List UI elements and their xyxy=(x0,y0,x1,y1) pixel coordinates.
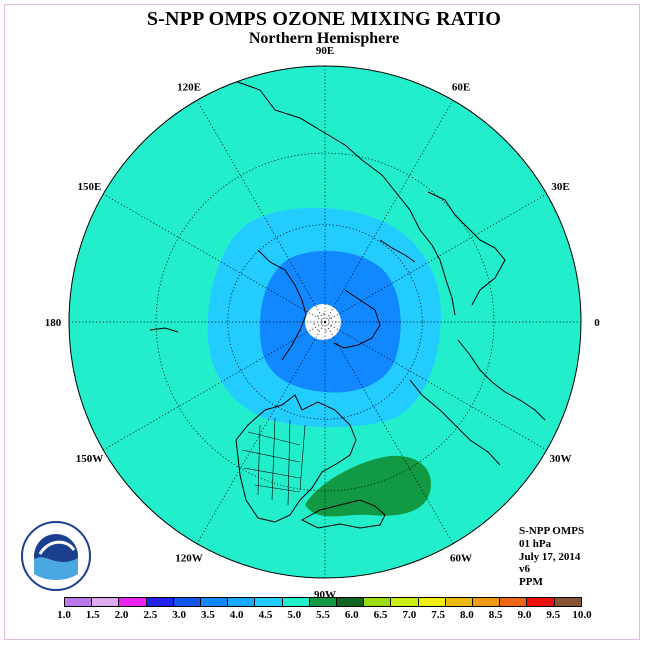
figure-frame xyxy=(4,4,640,640)
map-subtitle: Northern Hemisphere xyxy=(248,30,400,47)
colorbar-tick-label: 8.5 xyxy=(488,609,503,621)
colorbar-segment xyxy=(228,598,256,606)
colorbar-segment xyxy=(445,598,474,606)
colorbar-ticks: 1.0 1.5 2.0 2.5 3.0 3.5 4.0 4.5 5.0 5.5 6.0 6.5 7.0 7… xyxy=(57,609,592,623)
colorbar-tick-label: 3.5 xyxy=(201,609,215,621)
longitude-label: 60E xyxy=(452,81,470,93)
colorbar-tick-label: 8.0 xyxy=(460,609,474,621)
longitude-label: 0 xyxy=(594,317,600,329)
colorbar-segment xyxy=(92,598,120,606)
colorbar-segment xyxy=(337,598,365,606)
colorbar-tick-label: 5.5 xyxy=(316,609,330,621)
colorbar-tick-label: 7.0 xyxy=(402,609,417,621)
info-level: 01 hPa xyxy=(519,537,552,550)
colorbar-tick-label: 9.0 xyxy=(517,609,532,621)
latitude-circle xyxy=(227,224,423,420)
colorbar-segment xyxy=(554,598,581,606)
info-instrument: S-NPP OMPS xyxy=(519,525,585,537)
info-units: PPM xyxy=(519,576,543,589)
colorbar-tick-label: 2.0 xyxy=(114,609,129,621)
info-date: July 17, 2014 xyxy=(519,550,581,563)
colorbar-tick-label: 3.0 xyxy=(172,609,186,621)
coastlines xyxy=(149,79,546,529)
colorbar-tick-label: 5.0 xyxy=(287,609,302,621)
longitude-label: 180 xyxy=(45,317,62,329)
pole-missing-data xyxy=(305,304,341,340)
longitude-label: 150E xyxy=(78,181,102,193)
colorbar-segment xyxy=(391,598,419,606)
colorbar-tick-label: 6.0 xyxy=(344,609,359,621)
info-block: S-NPP OMPS 01 hPa July 17, 2014 v6 PPM xyxy=(519,525,584,589)
colorbar-segment xyxy=(364,598,392,606)
map-title: S-NPP OMPS OZONE MIXING RATIO xyxy=(146,8,502,30)
noaa-logo-icon xyxy=(21,521,91,591)
colorbar-segment xyxy=(173,598,202,606)
colorbar-segment xyxy=(65,598,93,606)
colorbar-tick-label: 9.5 xyxy=(546,609,561,621)
graticule xyxy=(69,66,581,578)
colorbar-segment xyxy=(473,598,501,606)
colorbar-segment xyxy=(119,598,147,606)
colorbar-segment xyxy=(201,598,229,606)
longitude-label: 150W xyxy=(76,453,104,465)
longitude-label: 30E xyxy=(551,181,569,193)
colorbar-segment xyxy=(418,598,446,606)
colorbar-tick-label: 7.5 xyxy=(431,609,445,621)
colorbar-tick-label: 4.5 xyxy=(258,609,273,621)
colorbar-tick-label: 4.0 xyxy=(229,609,244,621)
colorbar-tick-label: 1.5 xyxy=(85,609,100,621)
longitude-label: 90E xyxy=(316,45,334,57)
info-version: v6 xyxy=(519,563,530,576)
colorbar-segment xyxy=(146,598,174,606)
colorbar xyxy=(64,597,582,607)
longitude-label: 120W xyxy=(175,553,203,565)
colorbar-tick-label: 6.5 xyxy=(373,609,388,621)
colorbar-tick-label: 10.0 xyxy=(572,609,592,621)
us-state-borders xyxy=(241,417,306,506)
longitude-label: 60W xyxy=(450,553,472,565)
high-ozone-region xyxy=(305,455,431,517)
longitude-label: 30W xyxy=(550,453,572,465)
colorbar-segment xyxy=(255,598,283,606)
latitude-circle xyxy=(155,152,495,492)
colorbar-segment xyxy=(309,598,338,606)
colorbar-segment xyxy=(527,598,555,606)
colorbar-segment xyxy=(500,598,528,606)
colorbar-segment xyxy=(282,598,310,606)
longitude-label: 120E xyxy=(177,81,201,93)
colorbar-tick-label: 2.5 xyxy=(143,609,158,621)
colorbar-tick-label: 1.0 xyxy=(57,609,71,621)
